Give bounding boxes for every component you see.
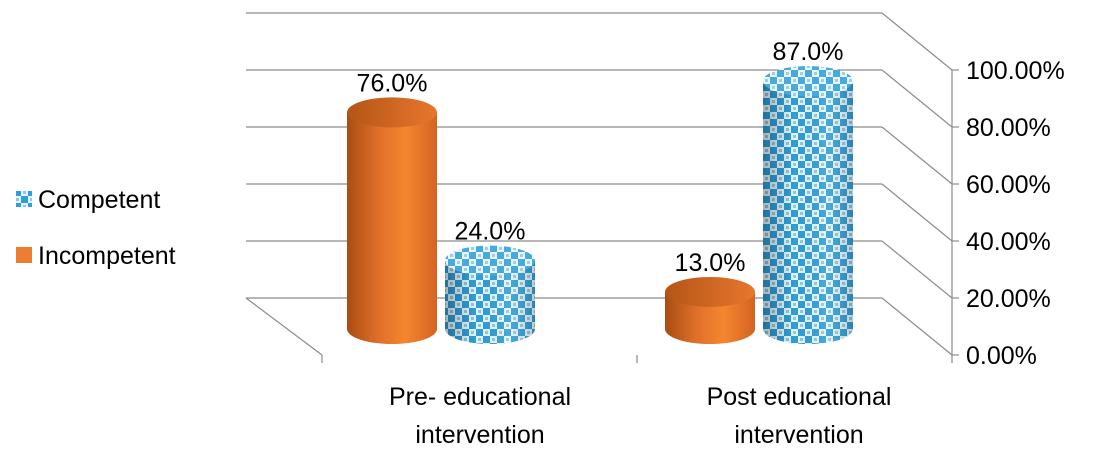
data-label: 24.0% — [455, 218, 526, 246]
bar-competent-0 — [445, 245, 535, 344]
bar-shading — [763, 81, 853, 345]
gridline-side — [881, 69, 953, 128]
x-tick-label: intervention — [415, 421, 544, 449]
y-tick-label: 100.00% — [966, 57, 1065, 85]
y-tick-label: 60.00% — [966, 171, 1051, 199]
bar-competent-1 — [763, 66, 853, 345]
floor-edge — [245, 297, 323, 356]
legend-item-incompetent: Incompetent — [16, 242, 176, 270]
legend-item-competent: Competent — [16, 186, 160, 214]
bar-shading — [445, 260, 535, 344]
bar-body — [665, 291, 755, 344]
bar-top-shade — [445, 245, 535, 276]
x-tick-label: Pre- educational — [389, 383, 571, 411]
data-labels: 76.0% 24.0% 13.0% 87.0% — [357, 38, 844, 277]
bar-top-shade — [763, 66, 853, 97]
legend-swatch — [16, 191, 32, 207]
bar-incompetent-0 — [347, 97, 437, 345]
y-tick-label: 0.00% — [966, 342, 1037, 370]
legend-swatch — [16, 247, 32, 263]
data-label: 76.0% — [357, 69, 428, 97]
bar-body — [347, 112, 437, 345]
gridline-side — [881, 126, 953, 185]
y-tick-label: 80.00% — [966, 114, 1051, 142]
y-tick-label: 40.00% — [966, 228, 1051, 256]
bars — [347, 66, 853, 345]
gridline-side — [881, 240, 953, 299]
y-axis: 0.00% 20.00% 40.00% 60.00% 80.00% 100.00% — [321, 57, 1065, 370]
bar-top — [665, 276, 755, 307]
bar-top — [445, 245, 535, 276]
x-tick-label: intervention — [734, 421, 863, 449]
data-label: 87.0% — [773, 38, 844, 66]
bar-top — [347, 97, 437, 128]
gridline-side — [881, 12, 953, 71]
x-axis-labels: Pre- educational intervention Post educati… — [389, 383, 891, 449]
y-tick-label: 20.00% — [966, 285, 1051, 313]
bar-incompetent-1 — [665, 276, 755, 344]
bar-top — [763, 66, 853, 97]
data-label: 13.0% — [675, 249, 746, 277]
legend: Competent Incompetent — [16, 186, 176, 270]
gridline-side — [881, 297, 953, 356]
legend-label: Incompetent — [38, 242, 176, 270]
x-tick-label: Post educational — [707, 383, 892, 411]
legend-label: Competent — [38, 186, 160, 214]
gridline-side — [881, 183, 953, 242]
